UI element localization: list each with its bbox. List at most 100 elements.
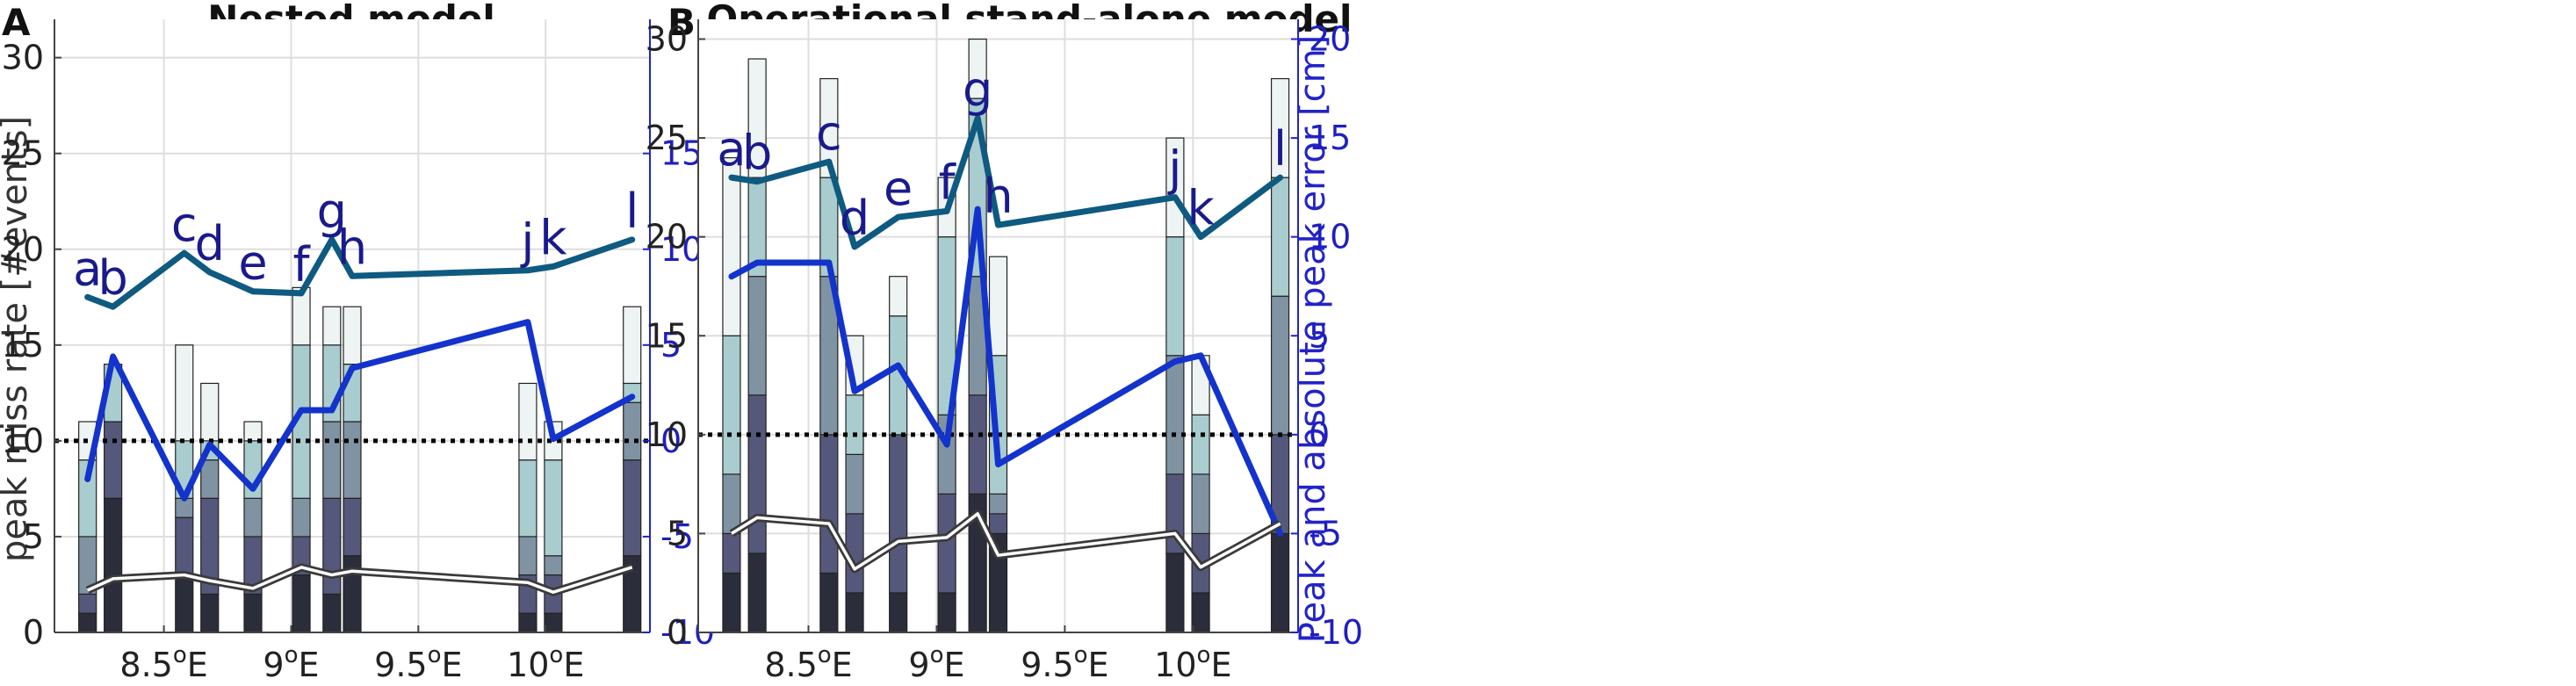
bar-segment-j-4 <box>518 382 538 461</box>
bar-segment-k-2 <box>1191 473 1210 535</box>
bar-segment-h-4 <box>343 306 362 365</box>
x-tick-degree: o <box>930 642 944 668</box>
x-tick-label: 10oE <box>507 642 584 684</box>
x-tick-hemisphere: E <box>187 646 208 684</box>
x-tick-degree: o <box>428 642 442 668</box>
station-label-h: h <box>337 220 367 275</box>
station-label-c: c <box>171 197 198 252</box>
bar-segment-a-1 <box>78 593 97 614</box>
left-tick-label: 5 <box>23 517 44 556</box>
bar-segment-j-0 <box>518 612 538 633</box>
right-tick-label: 5 <box>660 326 682 365</box>
panel-nested-model: A Nested model peak miss rate [#events] … <box>0 0 715 684</box>
bar-segment-c-4 <box>819 77 839 178</box>
x-tick-number: 8.5 <box>119 646 172 684</box>
bar-segment-a-2 <box>722 473 741 535</box>
y-axis-label-left: peak miss rate [#events] <box>0 116 35 562</box>
bar-segment-e-2 <box>243 497 263 538</box>
left-tick-label: 10 <box>2 422 44 460</box>
panel-label-b: B <box>667 1 696 44</box>
bar-segment-a-3 <box>722 335 741 475</box>
bar-segment-j-0 <box>1165 552 1185 633</box>
blue-line <box>728 206 1284 537</box>
x-tick-number: 9.5 <box>374 646 427 684</box>
blue-line <box>84 319 636 502</box>
left-tick-label: 15 <box>2 326 44 365</box>
x-tick-hemisphere: E <box>943 646 964 684</box>
bar-segment-l-4 <box>623 306 642 385</box>
right-tick-label: -5 <box>660 517 694 556</box>
bar-segment-c-1 <box>175 516 194 576</box>
grey-line-core <box>86 566 633 594</box>
station-label-f: f <box>939 155 957 210</box>
bar-segment-d-2 <box>845 453 864 515</box>
bar-segment-h-2 <box>343 421 362 499</box>
bar-segment-j-4 <box>1165 137 1185 238</box>
station-label-j: j <box>520 214 534 270</box>
station-label-a: a <box>717 121 746 177</box>
bar-segment-d-0 <box>200 593 220 633</box>
x-tick-hemisphere: E <box>442 646 463 684</box>
x-tick-label: 9oE <box>908 642 964 684</box>
right-tick-label: 5 <box>1309 316 1330 355</box>
bar-segment-c-4 <box>175 344 194 442</box>
left-tick-label: 5 <box>667 514 688 552</box>
station-label-j: j <box>1167 141 1181 197</box>
bar-segment-c-1 <box>819 434 839 574</box>
station-label-b: b <box>742 126 772 181</box>
bar-segment-a-0 <box>78 612 97 633</box>
right-tick-label: 20 <box>1309 20 1351 59</box>
bar-segment-j-2 <box>1165 355 1185 475</box>
bar-segment-j-3 <box>518 459 538 538</box>
bar-segment-e-4 <box>243 421 263 442</box>
bar-segment-d-0 <box>845 592 864 633</box>
x-tick-label: 9oE <box>263 642 319 684</box>
bars <box>722 38 1290 633</box>
station-label-g: g <box>317 184 347 239</box>
bar-segment-h-2 <box>988 493 1008 515</box>
x-tick-hemisphere: E <box>1210 646 1231 684</box>
right-tick-label: 0 <box>1309 415 1330 454</box>
bar-segment-e-1 <box>889 434 908 594</box>
station-label-g: g <box>963 62 992 118</box>
left-tick-label: 15 <box>646 316 688 355</box>
station-label-d: d <box>195 216 225 271</box>
bar-segment-l-2 <box>623 401 642 461</box>
series-lines <box>728 115 1284 574</box>
bar-segment-a-0 <box>722 572 741 633</box>
bar-segment-d-3 <box>845 394 864 455</box>
bar-segment-h-4 <box>988 256 1008 357</box>
x-tick-label: 8.5oE <box>119 642 207 684</box>
station-label-f: f <box>293 237 312 292</box>
bar-segment-a-1 <box>722 532 741 574</box>
x-tick-degree: o <box>549 642 563 668</box>
x-tick-number: 8.5 <box>764 646 817 684</box>
bar-segment-e-4 <box>889 276 908 317</box>
left-tick-label: 30 <box>2 39 44 77</box>
left-tick-label: 30 <box>646 20 688 59</box>
bar-segment-b-0 <box>747 552 767 633</box>
bar-segment-g-2 <box>322 421 342 499</box>
bar-segment-e-0 <box>889 592 908 633</box>
bar-segment-f-0 <box>937 592 956 633</box>
bar-segment-l-3 <box>1270 177 1290 297</box>
y-axis-label-right: Peak and absolute peak error [cm] <box>1293 35 1333 643</box>
left-tick-label: 25 <box>646 119 688 157</box>
left-tick-label: 20 <box>2 230 44 269</box>
station-label-l: l <box>625 184 639 239</box>
bar-segment-a-4 <box>722 157 741 336</box>
bar-segment-g-4 <box>968 38 987 99</box>
left-tick-label: 0 <box>23 613 44 652</box>
x-tick-hemisphere: E <box>832 646 853 684</box>
left-tick-label: 20 <box>646 218 688 256</box>
bar-segment-l-2 <box>1270 295 1290 436</box>
bar-segment-j-2 <box>518 536 538 576</box>
x-tick-number: 9.5 <box>1021 646 1073 684</box>
station-label-e: e <box>238 235 267 291</box>
x-tick-hemisphere: E <box>1088 646 1109 684</box>
station-label-e: e <box>884 161 913 216</box>
bar-segment-g-1 <box>968 394 987 495</box>
bar-segment-b-2 <box>747 276 767 396</box>
